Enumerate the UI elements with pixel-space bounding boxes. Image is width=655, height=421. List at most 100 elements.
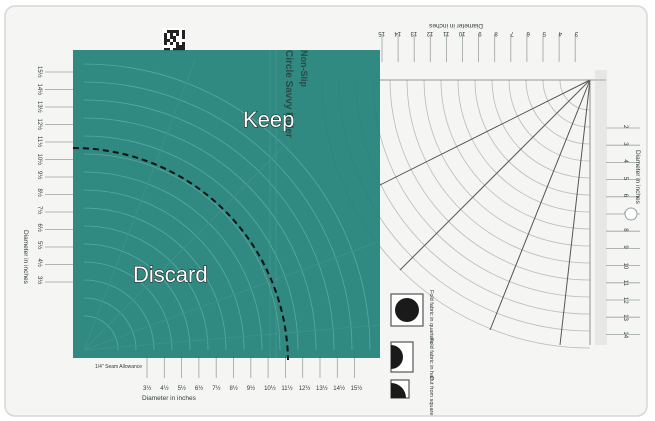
bottom-number: 3½ xyxy=(143,385,151,392)
qr-module xyxy=(176,30,179,33)
left-number: 10½ xyxy=(36,154,43,166)
overlay-arc xyxy=(83,279,155,351)
right-number: 10 xyxy=(622,263,628,270)
top-number: 13 xyxy=(410,30,417,36)
fold-quarters-circle xyxy=(395,298,419,322)
right-number: 9 xyxy=(622,245,628,249)
overlay-arc xyxy=(83,225,209,351)
overlay-arc xyxy=(83,261,173,351)
top-number: 6 xyxy=(526,30,530,36)
seam-allowance-bottom: 1/4" Seam Allowance xyxy=(95,364,142,370)
left-number: 13½ xyxy=(36,101,43,113)
hang-hole xyxy=(624,207,638,221)
bottom-axis-label: Diameter in inches xyxy=(142,395,197,402)
top-number: 14 xyxy=(394,30,401,36)
right-number: 14 xyxy=(622,331,628,338)
top-number: 11 xyxy=(443,30,450,36)
bottom-number: 6½ xyxy=(195,385,203,392)
left-number: 6½ xyxy=(36,224,43,232)
left-number: 15½ xyxy=(36,66,43,78)
overlay-radial-line xyxy=(83,241,379,351)
left-number: 5½ xyxy=(36,241,43,249)
right-number: 12 xyxy=(622,297,628,304)
right-number: 8 xyxy=(622,228,628,232)
overlay-arc xyxy=(83,243,191,351)
qr-module xyxy=(173,36,176,39)
brand-line2: Circle Savvy Ruler xyxy=(283,50,294,138)
bottom-number: 11½ xyxy=(281,385,292,392)
overlay-radial-line xyxy=(83,59,196,351)
qr-module xyxy=(167,48,170,51)
bottom-number: 12½ xyxy=(299,385,311,392)
top-number: 4 xyxy=(558,30,562,36)
fan-radial-line xyxy=(559,79,591,346)
cut-square-label: Cut from square xyxy=(428,376,434,415)
qr-module xyxy=(164,33,167,36)
qr-module xyxy=(176,45,179,48)
fold-half-circle xyxy=(391,345,403,369)
left-number: 7½ xyxy=(36,206,43,214)
left-number: 14½ xyxy=(36,84,43,96)
bottom-number: 7½ xyxy=(212,385,220,392)
right-number: 11 xyxy=(622,280,628,287)
top-number: 3 xyxy=(574,30,578,36)
qr-module xyxy=(170,30,173,33)
overlay-arc xyxy=(83,99,335,351)
right-number: 4 xyxy=(622,159,628,163)
left-quarter-circle-ruler: 3½ 4½ 5½ 6½ 7½ 8½ 9½ 10½ 11½ 12½ 13½ 14½ 15½ 15½ 14½ 13… xyxy=(36,66,362,392)
overlay-arc xyxy=(83,171,263,351)
keep-label: Keep xyxy=(243,107,294,132)
overlay-arc xyxy=(83,63,371,351)
right-number: 2 xyxy=(622,125,628,129)
qr-module xyxy=(182,45,185,48)
fold-quarters-label: Fold fabric in quarters xyxy=(428,290,434,343)
qr-module xyxy=(176,42,179,45)
qr-code xyxy=(162,28,186,52)
top-axis-label: Diameter in inches xyxy=(428,22,483,29)
left-number: 8½ xyxy=(36,189,43,197)
overlay-ruler-lines xyxy=(83,50,381,358)
bottom-number: 5½ xyxy=(178,385,186,392)
bottom-number: 4½ xyxy=(160,385,168,392)
right-axis-label: Diameter in inches xyxy=(634,150,641,205)
bottom-number: 9½ xyxy=(247,385,255,392)
top-number: 7 xyxy=(510,30,514,36)
qr-module xyxy=(170,36,173,39)
fan-radial-line xyxy=(399,79,591,271)
fan-radial-line xyxy=(489,79,591,331)
qr-module xyxy=(164,39,167,42)
right-number: 5 xyxy=(622,177,628,181)
left-axis-label: Diameter in inches xyxy=(22,230,29,285)
qr-module xyxy=(182,48,185,51)
overlay-arc xyxy=(83,81,353,351)
overlay-radial-line xyxy=(83,324,381,351)
top-number: 9 xyxy=(478,30,482,36)
overlay-arc xyxy=(83,117,317,351)
qr-module xyxy=(167,30,170,33)
bottom-number: 14½ xyxy=(333,385,345,392)
right-number: 13 xyxy=(622,314,628,321)
overlay-radial-line xyxy=(83,144,286,351)
qr-module xyxy=(182,42,185,45)
right-number: 6 xyxy=(622,194,628,198)
left-number: 3½ xyxy=(36,276,43,284)
qr-module xyxy=(167,39,170,42)
bottom-number: 15½ xyxy=(351,385,363,392)
left-number: 11½ xyxy=(36,136,43,147)
top-number: 12 xyxy=(426,30,433,36)
fan-radial-line xyxy=(379,79,591,186)
bottom-number: 13½ xyxy=(316,385,328,392)
qr-module xyxy=(164,42,167,45)
discard-label: Discard xyxy=(133,262,208,287)
cut-square-quarter xyxy=(391,383,406,398)
overlay-arc xyxy=(83,189,245,351)
left-number: 9½ xyxy=(36,171,43,179)
qr-module xyxy=(182,30,185,33)
qr-module xyxy=(182,33,185,36)
qr-module xyxy=(170,33,173,36)
qr-module xyxy=(164,36,167,39)
qr-module xyxy=(164,48,167,51)
left-number: 12½ xyxy=(36,119,43,131)
bottom-number: 10½ xyxy=(264,385,276,392)
